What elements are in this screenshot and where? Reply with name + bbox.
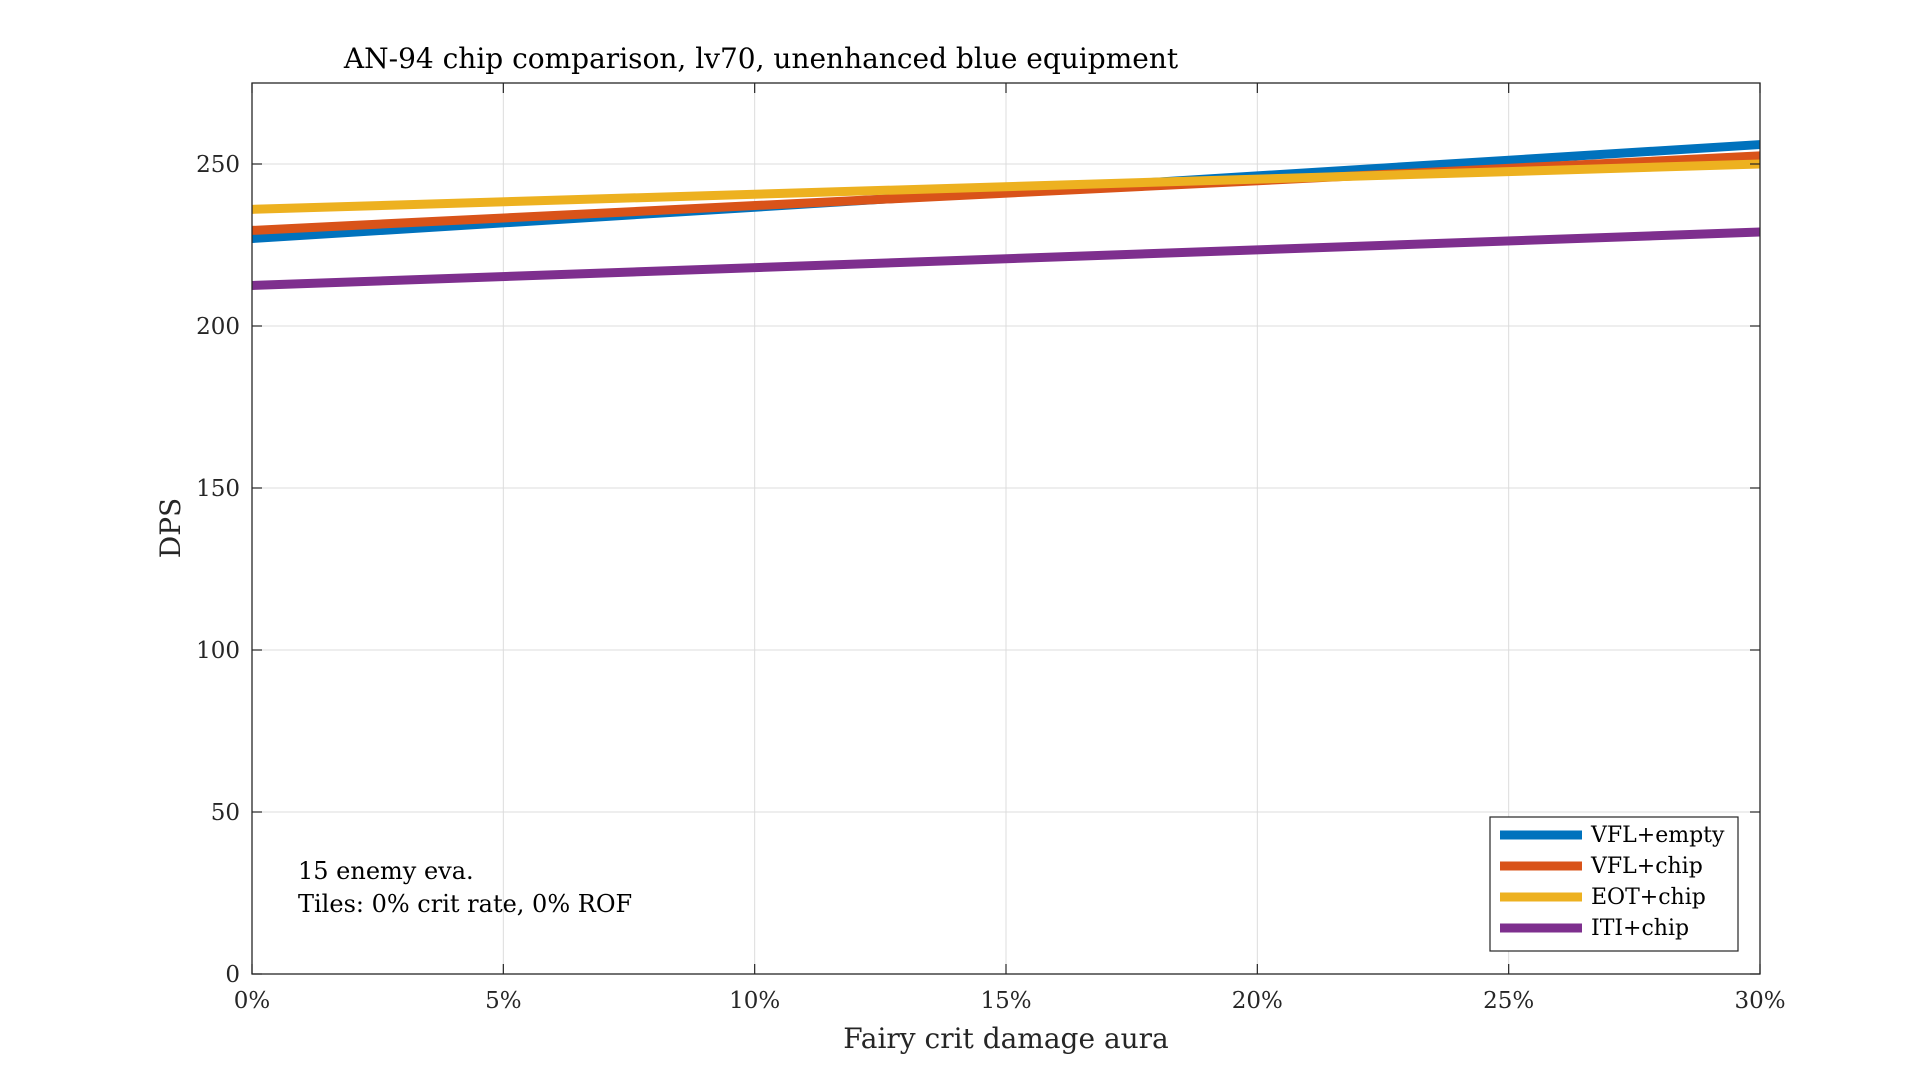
x-axis-label: Fairy crit damage aura (843, 1022, 1169, 1055)
legend-label: VFL+chip (1590, 854, 1703, 879)
annotation-enemy-eva: 15 enemy eva. (298, 857, 474, 885)
x-tick-label: 25% (1483, 988, 1534, 1014)
legend: VFL+empty VFL+chip EOT+chip ITI+chip (1489, 816, 1739, 952)
axis-ticks (251, 83, 1761, 975)
chart-title: AN-94 chip comparison, lv70, unenhanced … (343, 42, 1179, 75)
series-lines (251, 140, 1761, 290)
x-tick-label: 15% (980, 988, 1031, 1014)
y-tick-label: 50 (211, 800, 240, 826)
x-tick-label: 10% (729, 988, 780, 1014)
y-axis-label: DPS (154, 498, 187, 558)
x-tick-labels: 0% 5% 10% 15% 20% 25% 30% (234, 988, 1786, 1014)
legend-label: EOT+chip (1591, 885, 1706, 910)
annotation-tiles: Tiles: 0% crit rate, 0% ROF (298, 890, 632, 918)
x-tick-label: 0% (234, 988, 271, 1014)
y-tick-labels: 0 50 100 150 200 250 (196, 152, 240, 988)
series-line-iti-chip (251, 227, 1761, 290)
legend-label: VFL+empty (1590, 823, 1725, 848)
y-tick-label: 150 (196, 476, 240, 502)
legend-label: ITI+chip (1591, 916, 1689, 941)
x-tick-label: 5% (485, 988, 522, 1014)
y-tick-label: 250 (196, 152, 240, 178)
series-line-eot-chip (251, 159, 1761, 214)
y-tick-label: 0 (225, 962, 240, 988)
x-tick-label: 20% (1232, 988, 1283, 1014)
y-tick-label: 200 (196, 314, 240, 340)
y-tick-label: 100 (196, 638, 240, 664)
x-tick-label: 30% (1734, 988, 1785, 1014)
